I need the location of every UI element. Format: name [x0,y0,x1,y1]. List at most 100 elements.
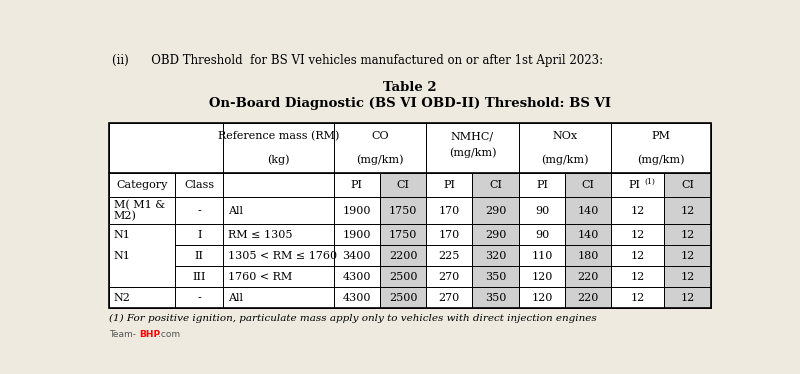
Bar [334,245,380,266]
Bar [473,266,519,287]
Text: Table 2: Table 2 [383,81,437,94]
Text: 4300: 4300 [342,293,371,303]
Text: .com: .com [158,330,180,339]
Text: 220: 220 [578,272,599,282]
Bar [110,197,175,224]
Bar [426,266,473,287]
Bar [334,266,380,287]
Text: On-Board Diagnostic (BS VI OBD-II) Threshold: BS VI: On-Board Diagnostic (BS VI OBD-II) Thres… [209,97,611,110]
Text: (1): (1) [644,178,655,186]
Text: N1: N1 [114,251,130,261]
Text: 270: 270 [438,293,460,303]
Bar [110,173,175,197]
Text: All: All [227,293,242,303]
Bar [519,266,565,287]
Text: II: II [195,251,204,261]
Text: (1) For positive ignition, particulate mass apply only to vehicles with direct i: (1) For positive ignition, particulate m… [110,314,597,323]
Text: 170: 170 [438,230,460,239]
Text: 3400: 3400 [342,251,371,261]
Text: PM

(mg/km): PM (mg/km) [638,131,685,165]
Bar [380,197,426,224]
Bar [565,224,611,245]
Text: PI: PI [443,180,455,190]
Bar [519,123,611,173]
Text: CI: CI [681,180,694,190]
Bar [223,224,334,245]
Bar [175,173,223,197]
Text: Team-: Team- [110,330,136,339]
Bar [611,197,664,224]
Bar [565,245,611,266]
Bar [664,287,710,309]
Bar [519,224,565,245]
Bar [611,224,664,245]
Bar [565,266,611,287]
Bar [110,123,223,173]
Bar [611,266,664,287]
Text: 1305 < RM ≤ 1760: 1305 < RM ≤ 1760 [227,251,337,261]
Text: 350: 350 [485,272,506,282]
Text: 1900: 1900 [342,206,371,215]
Bar [611,245,664,266]
Text: 1750: 1750 [389,230,418,239]
Text: I: I [197,230,202,239]
Bar [110,287,175,309]
Text: 12: 12 [630,251,645,261]
Text: 2500: 2500 [389,293,418,303]
Text: (mg/km): (mg/km) [449,148,496,158]
Bar [380,287,426,309]
Bar [473,224,519,245]
Bar [175,245,223,266]
Text: 180: 180 [578,251,599,261]
Text: 90: 90 [535,230,549,239]
Text: -: - [198,206,202,215]
Text: 225: 225 [438,251,460,261]
Bar [175,197,223,224]
Bar [664,266,710,287]
Text: 140: 140 [578,206,599,215]
Text: 90: 90 [535,206,549,215]
Text: 2500: 2500 [389,272,418,282]
Bar [426,224,473,245]
Text: N2: N2 [114,293,130,303]
Text: 220: 220 [578,293,599,303]
Bar [426,197,473,224]
Text: 290: 290 [485,230,506,239]
Text: 140: 140 [578,230,599,239]
Bar [664,173,710,197]
Bar [473,173,519,197]
Text: CO

(mg/km): CO (mg/km) [356,131,404,165]
Bar [426,287,473,309]
Bar [519,287,565,309]
Bar [426,123,519,173]
Text: 12: 12 [630,230,645,239]
Bar [175,224,223,245]
Bar [110,123,710,309]
Bar [664,224,710,245]
Bar [426,245,473,266]
Bar [223,287,334,309]
Text: PI: PI [628,180,640,190]
Bar [223,245,334,266]
Bar [110,245,175,266]
Bar [519,173,565,197]
Bar [334,173,380,197]
Bar [223,266,334,287]
Text: Category: Category [117,180,168,190]
Bar [380,245,426,266]
Bar [110,224,175,245]
Bar [565,197,611,224]
Text: PI: PI [536,180,548,190]
Text: CI: CI [397,180,410,190]
Bar [223,197,334,224]
Text: 110: 110 [531,251,553,261]
Bar [611,123,710,173]
Bar [110,224,175,287]
Text: 2200: 2200 [389,251,418,261]
Bar [664,245,710,266]
Bar [175,266,223,287]
Text: 4300: 4300 [342,272,371,282]
Text: 320: 320 [485,251,506,261]
Bar [380,224,426,245]
Bar [664,197,710,224]
